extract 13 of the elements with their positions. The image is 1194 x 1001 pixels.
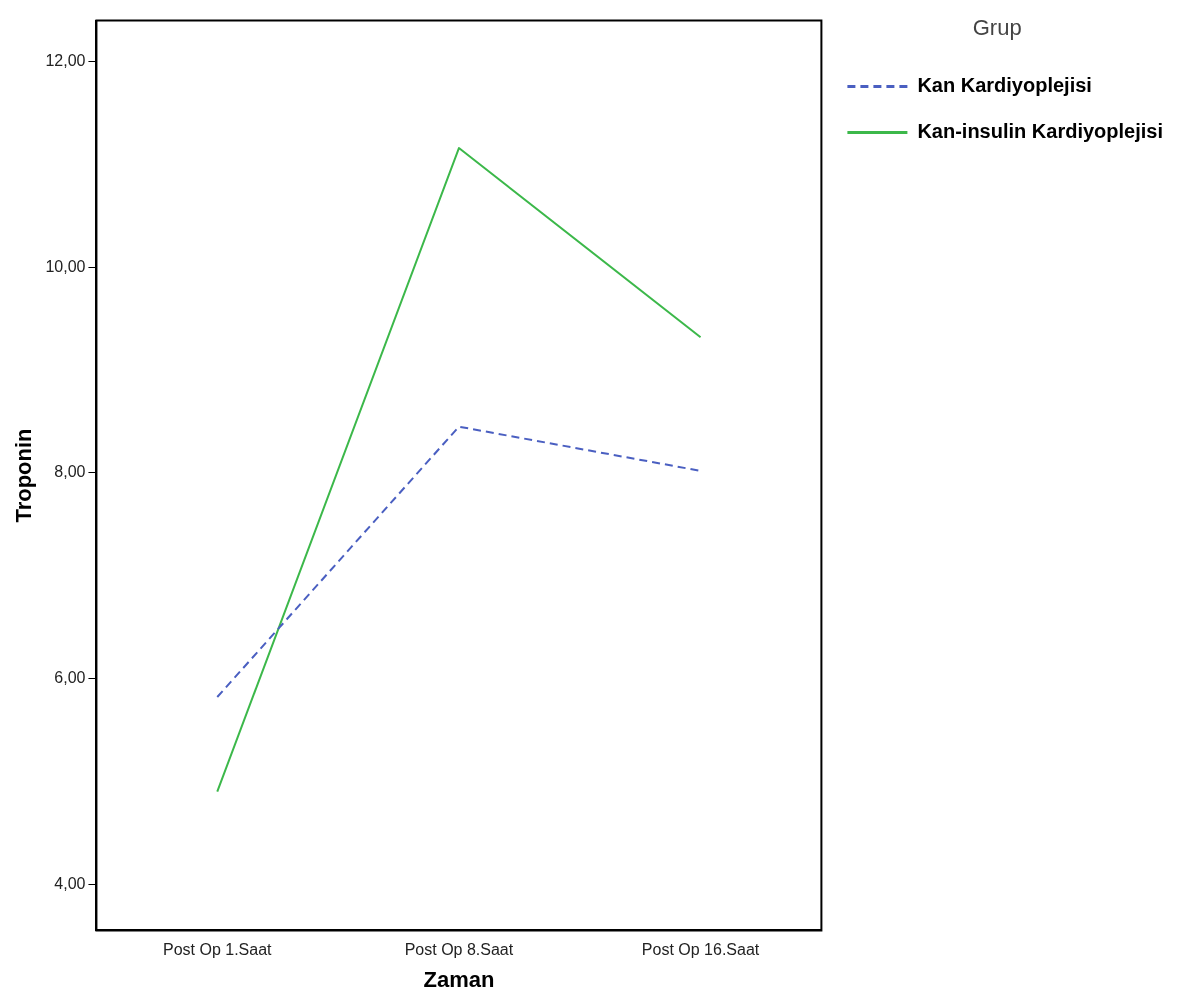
y-axis-title: Troponin: [11, 428, 37, 523]
y-tick-label: 4,00: [54, 874, 86, 892]
legend-title: Grup: [972, 15, 1022, 41]
y-tick-label: 8,00: [54, 463, 86, 481]
x-tick-label: Post Op 1.Saat: [163, 941, 273, 959]
y-tick-label: 6,00: [54, 668, 86, 686]
x-axis-title: Zaman: [423, 966, 495, 992]
legend-label: Kan-insulin Kardiyoplejisi: [917, 119, 1164, 142]
legend-label: Kan Kardiyoplejisi: [917, 73, 1092, 96]
y-tick-label: 10,00: [45, 257, 86, 275]
y-tick-label: 12,00: [45, 52, 86, 70]
x-tick-label: Post Op 8.Saat: [404, 941, 514, 959]
x-tick-label: Post Op 16.Saat: [641, 941, 760, 959]
